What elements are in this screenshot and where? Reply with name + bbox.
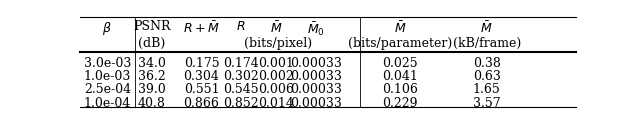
Text: 1.0e-04: 1.0e-04: [84, 97, 131, 110]
Text: 0.852: 0.852: [223, 97, 259, 110]
Text: 0.006: 0.006: [258, 83, 294, 96]
Text: 0.545: 0.545: [223, 83, 259, 96]
Text: 40.8: 40.8: [138, 97, 166, 110]
Text: 34.0: 34.0: [138, 57, 166, 70]
Text: 36.2: 36.2: [138, 70, 166, 83]
Text: 0.001: 0.001: [258, 57, 294, 70]
Text: 0.00033: 0.00033: [290, 70, 342, 83]
Text: 1.0e-03: 1.0e-03: [84, 70, 131, 83]
Text: 0.174: 0.174: [223, 57, 259, 70]
Text: 0.175: 0.175: [184, 57, 220, 70]
Text: (bits/pixel): (bits/pixel): [244, 37, 312, 50]
Text: 0.302: 0.302: [223, 70, 259, 83]
Text: 0.00033: 0.00033: [290, 97, 342, 110]
Text: 0.866: 0.866: [184, 97, 220, 110]
Text: $R+\bar{M}$: $R+\bar{M}$: [183, 20, 220, 36]
Text: 0.551: 0.551: [184, 83, 220, 96]
Text: $\bar{M}$: $\bar{M}$: [481, 20, 493, 36]
Text: 0.229: 0.229: [382, 97, 418, 110]
Text: 0.014: 0.014: [258, 97, 294, 110]
Text: 0.025: 0.025: [382, 57, 418, 70]
Text: $\bar{M}$: $\bar{M}$: [394, 20, 406, 36]
Text: 0.00033: 0.00033: [290, 57, 342, 70]
Text: 0.38: 0.38: [473, 57, 500, 70]
Text: 0.106: 0.106: [382, 83, 418, 96]
Text: (bits/parameter): (bits/parameter): [348, 37, 452, 50]
Text: 0.63: 0.63: [473, 70, 500, 83]
Text: 0.304: 0.304: [184, 70, 220, 83]
Text: (dB): (dB): [138, 37, 166, 50]
Text: 3.0e-03: 3.0e-03: [84, 57, 131, 70]
Text: 2.5e-04: 2.5e-04: [84, 83, 131, 96]
Text: 0.002: 0.002: [258, 70, 294, 83]
Text: (kB/frame): (kB/frame): [452, 37, 521, 50]
Text: $\bar{M}$: $\bar{M}$: [269, 20, 282, 36]
Text: 3.57: 3.57: [473, 97, 500, 110]
Text: 0.00033: 0.00033: [290, 83, 342, 96]
Text: 1.65: 1.65: [473, 83, 500, 96]
Text: PSNR: PSNR: [133, 20, 171, 33]
Text: $R$: $R$: [236, 20, 246, 33]
Text: 39.0: 39.0: [138, 83, 166, 96]
Text: 0.041: 0.041: [382, 70, 418, 83]
Text: $\bar{M}_0$: $\bar{M}_0$: [307, 20, 324, 38]
Text: $\beta$: $\beta$: [102, 20, 112, 37]
